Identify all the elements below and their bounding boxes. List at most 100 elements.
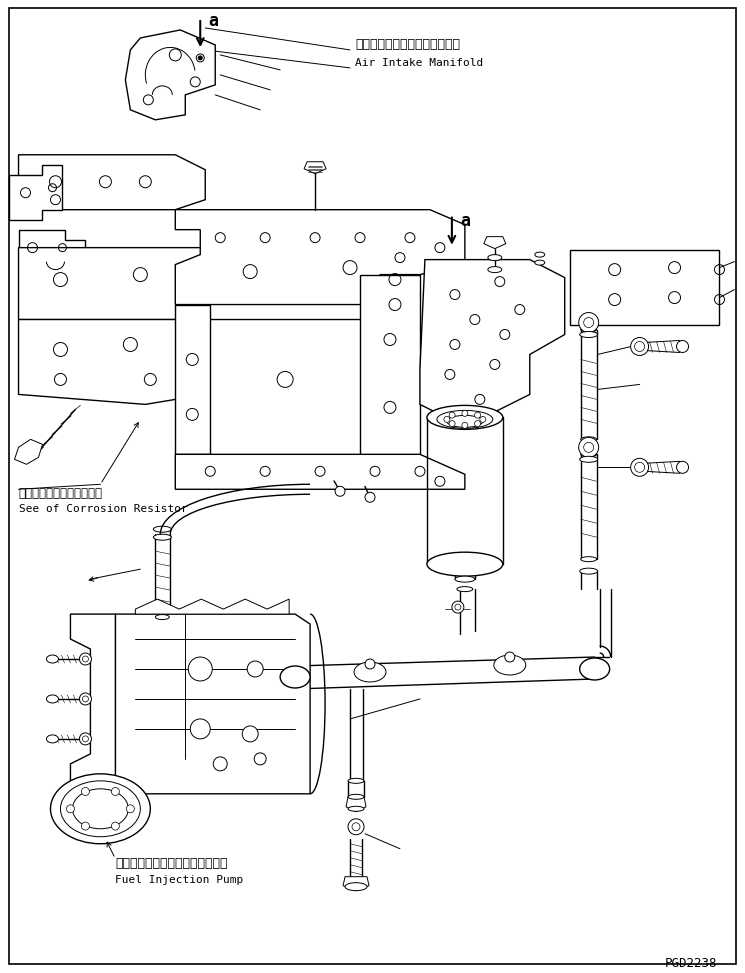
Polygon shape — [8, 164, 63, 220]
Circle shape — [365, 659, 375, 669]
Text: a: a — [460, 212, 470, 230]
Circle shape — [254, 753, 266, 765]
Circle shape — [676, 341, 688, 352]
Circle shape — [462, 411, 468, 416]
Circle shape — [247, 661, 263, 677]
Ellipse shape — [348, 794, 364, 799]
Ellipse shape — [427, 406, 503, 429]
Text: PGD2238: PGD2238 — [665, 956, 717, 969]
Polygon shape — [115, 614, 310, 794]
Circle shape — [81, 822, 89, 830]
Polygon shape — [19, 319, 206, 405]
Ellipse shape — [488, 255, 502, 261]
Circle shape — [169, 49, 181, 61]
Ellipse shape — [51, 774, 150, 844]
Circle shape — [80, 733, 92, 745]
Ellipse shape — [153, 526, 171, 532]
Ellipse shape — [580, 568, 597, 574]
Ellipse shape — [580, 451, 597, 456]
Polygon shape — [644, 341, 682, 352]
Circle shape — [579, 312, 599, 333]
Circle shape — [480, 416, 486, 422]
Ellipse shape — [155, 615, 169, 620]
Circle shape — [143, 94, 153, 105]
Ellipse shape — [60, 781, 140, 837]
Polygon shape — [136, 599, 289, 614]
Ellipse shape — [348, 778, 364, 783]
Ellipse shape — [46, 695, 58, 703]
Ellipse shape — [72, 789, 128, 829]
Ellipse shape — [488, 267, 502, 272]
Ellipse shape — [580, 327, 597, 332]
Polygon shape — [175, 305, 210, 454]
Circle shape — [81, 787, 89, 796]
Ellipse shape — [153, 534, 171, 540]
Ellipse shape — [580, 658, 609, 680]
Circle shape — [630, 338, 649, 355]
Circle shape — [198, 55, 202, 60]
Circle shape — [475, 420, 481, 426]
Polygon shape — [484, 236, 506, 249]
Circle shape — [505, 652, 515, 662]
Circle shape — [188, 657, 212, 681]
Circle shape — [444, 416, 450, 422]
Ellipse shape — [455, 576, 475, 582]
Circle shape — [112, 787, 119, 796]
Ellipse shape — [427, 552, 503, 576]
Ellipse shape — [46, 655, 58, 663]
Polygon shape — [175, 454, 465, 489]
Circle shape — [213, 757, 227, 771]
Text: See of Corrosion Resistor: See of Corrosion Resistor — [19, 504, 187, 515]
Circle shape — [242, 726, 259, 741]
Polygon shape — [343, 877, 369, 890]
Circle shape — [449, 420, 455, 426]
Polygon shape — [644, 461, 682, 473]
Text: Air Intake Manifold: Air Intake Manifold — [355, 58, 484, 68]
Ellipse shape — [580, 332, 597, 338]
Circle shape — [80, 693, 92, 705]
Ellipse shape — [457, 587, 473, 592]
Polygon shape — [15, 440, 42, 464]
Ellipse shape — [580, 456, 597, 462]
Ellipse shape — [580, 437, 597, 442]
Circle shape — [335, 486, 345, 496]
Circle shape — [579, 437, 599, 457]
Circle shape — [452, 601, 464, 613]
Circle shape — [190, 719, 210, 739]
Polygon shape — [71, 614, 115, 807]
Polygon shape — [570, 250, 720, 325]
Polygon shape — [19, 230, 86, 270]
Ellipse shape — [535, 260, 545, 265]
Circle shape — [676, 461, 688, 473]
Text: a: a — [209, 12, 218, 30]
Ellipse shape — [46, 735, 58, 743]
Ellipse shape — [345, 883, 367, 890]
Circle shape — [365, 492, 375, 502]
Text: フェエルインジェクションポンプ: フェエルインジェクションポンプ — [115, 856, 228, 870]
Polygon shape — [304, 162, 326, 174]
Polygon shape — [19, 248, 420, 319]
Polygon shape — [175, 210, 465, 305]
Ellipse shape — [535, 252, 545, 257]
Circle shape — [190, 77, 200, 87]
Circle shape — [66, 805, 74, 812]
Ellipse shape — [580, 557, 597, 561]
Ellipse shape — [494, 655, 526, 675]
Circle shape — [462, 422, 468, 428]
Text: エアーインテークマニホールド: エアーインテークマニホールド — [355, 38, 460, 51]
Text: コロージョンレジスタ参照: コロージョンレジスタ参照 — [19, 487, 103, 500]
Ellipse shape — [447, 415, 483, 427]
Ellipse shape — [437, 411, 493, 428]
Text: Fuel Injection Pump: Fuel Injection Pump — [115, 875, 244, 884]
Polygon shape — [125, 30, 215, 120]
Circle shape — [112, 822, 119, 830]
Ellipse shape — [348, 807, 364, 811]
Circle shape — [449, 413, 455, 418]
Polygon shape — [19, 155, 206, 210]
Circle shape — [127, 805, 134, 812]
Polygon shape — [360, 274, 420, 459]
Polygon shape — [420, 260, 565, 419]
Circle shape — [348, 818, 364, 835]
Ellipse shape — [354, 662, 386, 682]
Polygon shape — [152, 617, 172, 630]
